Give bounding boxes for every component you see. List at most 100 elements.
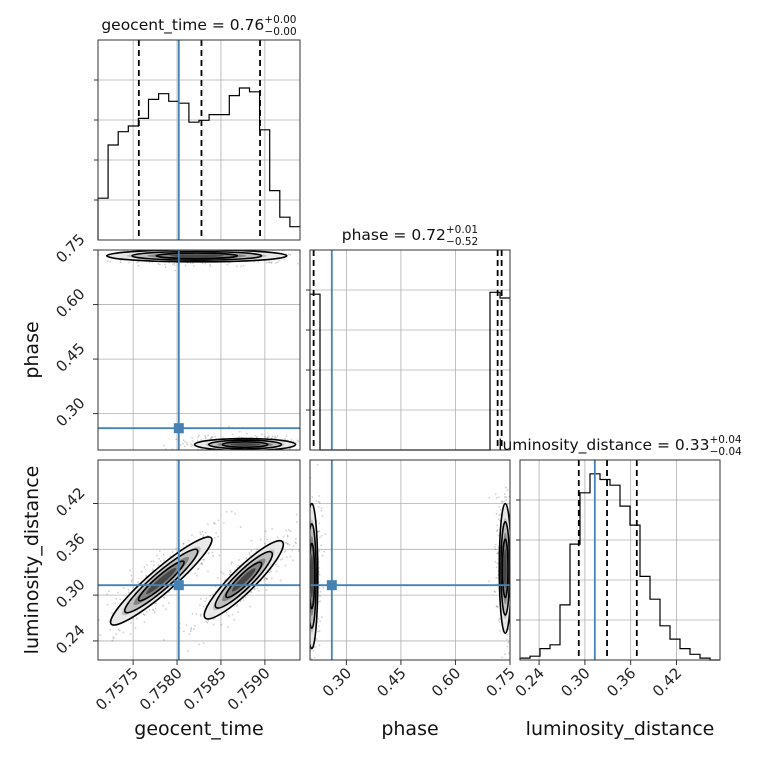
sample-point	[212, 554, 214, 557]
histogram-line	[309, 291, 510, 451]
sample-point	[197, 436, 200, 438]
sample-point	[205, 597, 208, 600]
sample-point	[264, 577, 267, 579]
sample-point	[191, 534, 193, 537]
title-error-upper: +0.00	[264, 14, 296, 26]
density-mode	[488, 486, 516, 660]
sample-point	[282, 535, 285, 538]
sample-point	[514, 587, 516, 589]
sample-point	[323, 550, 325, 553]
sample-point	[145, 610, 148, 613]
truth-marker	[173, 580, 184, 591]
sample-point	[145, 245, 147, 247]
histogram-panel-luminosity_distance	[516, 459, 721, 661]
sample-point	[24, 260, 26, 262]
sample-point	[318, 587, 320, 589]
sample-point	[119, 598, 122, 601]
sample-point	[307, 574, 309, 576]
sample-point	[143, 566, 146, 568]
sample-point	[240, 265, 243, 268]
sample-point	[129, 569, 132, 572]
sample-point	[306, 536, 308, 538]
density-contour	[310, 542, 316, 610]
sample-point	[307, 611, 309, 613]
sample-point	[265, 261, 268, 264]
sample-point	[191, 440, 194, 443]
density-panel-geocent_time-luminosity_distance	[97, 459, 306, 661]
sample-point	[154, 607, 157, 610]
sample-point	[306, 448, 308, 450]
sample-point	[285, 541, 288, 544]
sample-point	[230, 247, 232, 249]
sample-point	[212, 247, 214, 249]
sample-point	[303, 514, 306, 517]
sample-point	[222, 572, 224, 575]
sample-point	[310, 444, 312, 446]
x-axis-label-phase: phase	[381, 718, 438, 740]
sample-point	[248, 552, 251, 554]
sample-point	[164, 266, 167, 268]
sample-point	[220, 571, 222, 573]
x-tick-label: 0.30	[319, 664, 355, 700]
sample-point	[498, 506, 500, 508]
sample-point	[158, 263, 161, 266]
sample-point	[286, 542, 289, 545]
sample-point	[165, 608, 167, 611]
sample-point	[131, 579, 133, 581]
sample-point	[182, 439, 185, 441]
sample-point	[151, 568, 154, 571]
sample-point	[192, 262, 194, 265]
sample-point	[304, 478, 306, 480]
sample-point	[111, 639, 114, 642]
sample-point	[496, 562, 499, 565]
sample-point	[128, 261, 130, 264]
y-tick-label: 0.30	[52, 575, 88, 611]
sample-point	[305, 575, 307, 577]
sample-point	[511, 597, 513, 599]
sample-point	[513, 593, 515, 595]
sample-point	[318, 500, 320, 503]
sample-point	[318, 530, 321, 532]
sample-point	[209, 594, 212, 597]
sample-point	[286, 542, 289, 545]
density-panel-phase-luminosity_distance	[304, 459, 516, 682]
sample-point	[174, 269, 177, 272]
sample-point	[306, 574, 308, 576]
sample-point	[268, 435, 270, 438]
sample-point	[304, 599, 306, 601]
sample-point	[173, 262, 176, 265]
sample-point	[189, 262, 192, 264]
sample-point	[128, 247, 130, 249]
sample-point	[512, 558, 514, 560]
x-tick-label: 0.7580	[136, 664, 186, 714]
sample-point	[306, 583, 308, 585]
sample-point	[305, 564, 307, 566]
sample-point	[220, 454, 222, 456]
sample-point	[234, 512, 237, 515]
sample-point	[196, 439, 199, 442]
sample-point	[198, 452, 200, 454]
sample-point	[222, 522, 225, 524]
sample-point	[304, 561, 306, 563]
sample-point	[300, 453, 302, 455]
sample-point	[310, 657, 313, 660]
sample-point	[207, 523, 209, 526]
sample-point	[145, 574, 148, 577]
sample-point	[192, 628, 195, 630]
sample-point	[311, 680, 313, 682]
sample-point	[305, 568, 307, 570]
sample-point	[173, 264, 176, 267]
sample-point	[284, 437, 286, 440]
sample-point	[225, 510, 228, 513]
sample-point	[135, 617, 138, 620]
sample-point	[157, 564, 160, 566]
sample-point	[310, 436, 312, 438]
sample-point	[311, 447, 313, 449]
sample-point	[303, 441, 305, 443]
sample-point	[495, 576, 498, 579]
sample-point	[208, 551, 210, 554]
sample-point	[511, 556, 513, 558]
density-contour	[155, 252, 239, 260]
sample-point	[250, 451, 252, 453]
